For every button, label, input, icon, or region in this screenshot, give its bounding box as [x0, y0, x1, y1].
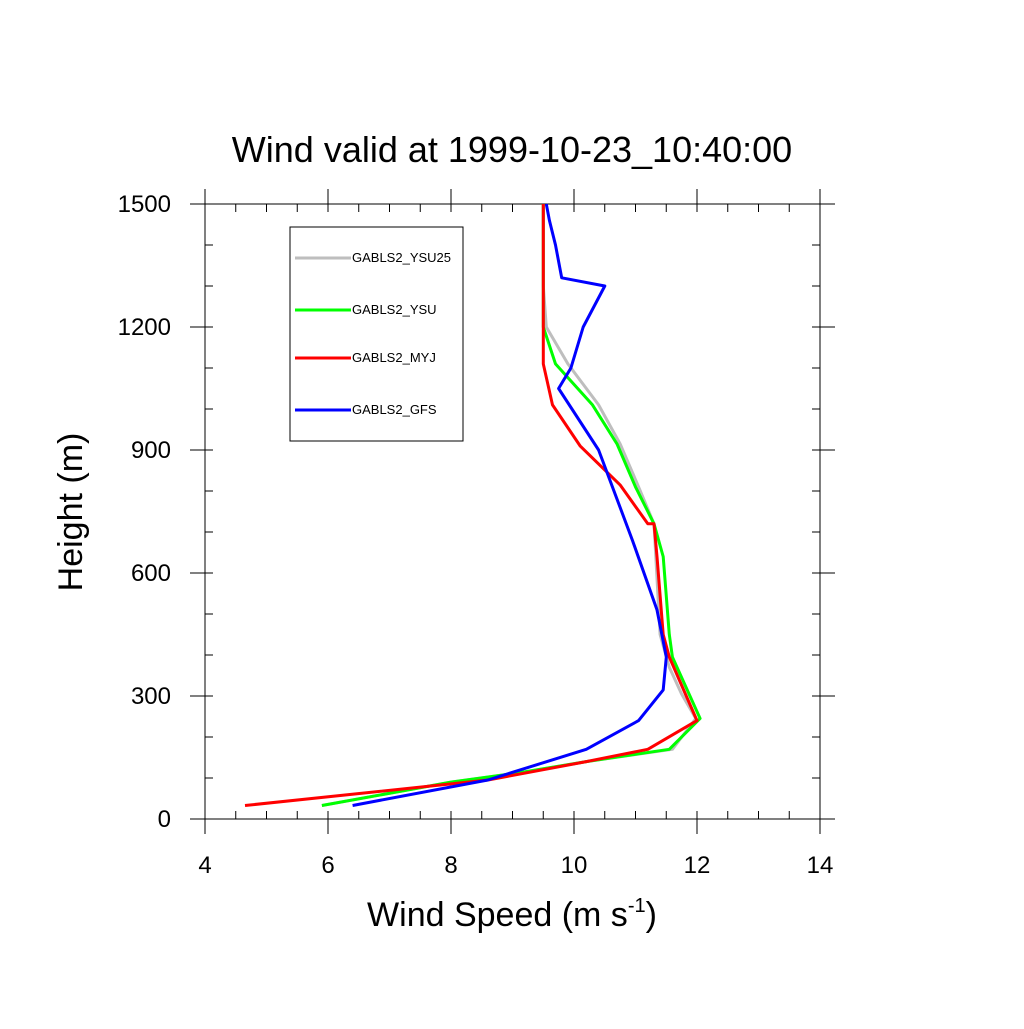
y-axis-label: Height (m) [52, 433, 90, 592]
chart-title: Wind valid at 1999-10-23_10:40:00 [232, 129, 792, 170]
x-axis-label: Wind Speed (m s-1) [367, 895, 657, 934]
y-tick-label: 0 [158, 806, 171, 833]
x-axis-label-end: ) [646, 896, 657, 934]
y-tick-label: 600 [131, 560, 171, 587]
legend-label: GABLS2_MYJ [352, 350, 436, 365]
x-tick-label: 10 [561, 852, 588, 879]
axis-ticks [190, 189, 835, 834]
legend-box [289, 226, 464, 442]
x-axis-label-superscript: -1 [628, 895, 646, 917]
legend-label: GABLS2_YSU [352, 302, 437, 317]
x-tick-label: 12 [684, 852, 711, 879]
legend-label: GABLS2_GFS [352, 402, 437, 417]
series-lines [244, 203, 702, 807]
y-tick-label: 1200 [118, 314, 171, 341]
legend: GABLS2_YSU25 GABLS2_YSU GABLS2_MYJ GABLS2_G… [289, 226, 464, 442]
y-tick-label: 1500 [118, 191, 171, 218]
axis-tick-labels: 4 6 8 10 12 14 0 300 600 900 1200 1500 [118, 191, 834, 879]
series-line-gabls2-gfs [352, 203, 668, 807]
x-tick-label: 14 [807, 852, 834, 879]
x-tick-label: 8 [444, 852, 457, 879]
x-tick-label: 4 [198, 852, 211, 879]
x-tick-label: 6 [321, 852, 334, 879]
series-line-gabls2-myj [244, 204, 699, 807]
y-tick-label: 300 [131, 683, 171, 710]
x-axis-label-main: Wind Speed (m s [367, 896, 628, 934]
y-tick-label: 900 [131, 437, 171, 464]
legend-label: GABLS2_YSU25 [352, 250, 451, 265]
